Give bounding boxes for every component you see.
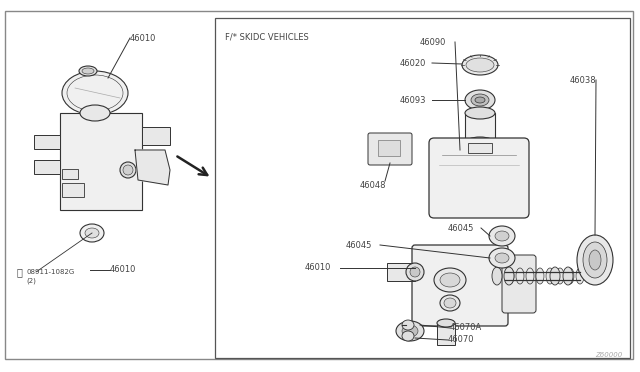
Ellipse shape [80,105,110,121]
Text: 46048: 46048 [360,180,387,189]
FancyBboxPatch shape [368,133,412,165]
Text: Z60000: Z60000 [595,352,622,358]
FancyBboxPatch shape [502,255,536,313]
Bar [437,323,455,345]
Ellipse shape [437,319,455,327]
Ellipse shape [465,107,495,119]
Text: 46045: 46045 [346,241,372,250]
Ellipse shape [62,71,128,115]
Text: 46045: 46045 [448,224,474,232]
Ellipse shape [410,267,420,277]
Bar [378,140,400,156]
Ellipse shape [475,97,485,103]
Ellipse shape [516,268,524,284]
Ellipse shape [82,68,94,74]
Ellipse shape [492,267,502,285]
Ellipse shape [406,263,424,281]
Ellipse shape [556,268,564,284]
Text: 46070: 46070 [448,336,474,344]
Ellipse shape [489,226,515,246]
Ellipse shape [402,331,414,341]
Bar [62,169,78,179]
Ellipse shape [471,94,489,106]
Text: 46020: 46020 [400,58,426,67]
Ellipse shape [85,228,99,238]
Bar [465,113,495,143]
Ellipse shape [489,248,515,268]
Ellipse shape [465,90,495,110]
Ellipse shape [583,242,607,278]
Text: 46010: 46010 [110,266,136,275]
Text: 08911-1082G: 08911-1082G [26,269,74,275]
Text: 46093: 46093 [400,96,426,105]
Text: 46070A: 46070A [450,324,483,333]
Ellipse shape [563,267,573,285]
Ellipse shape [466,58,494,72]
Ellipse shape [434,268,466,292]
Text: 46090: 46090 [420,38,446,46]
Ellipse shape [402,325,418,337]
Ellipse shape [396,321,424,341]
Ellipse shape [536,268,544,284]
Ellipse shape [495,253,509,263]
Bar [34,135,60,149]
FancyBboxPatch shape [429,138,529,218]
Ellipse shape [550,267,560,285]
Polygon shape [60,113,142,210]
Ellipse shape [577,235,613,285]
Ellipse shape [444,298,456,308]
Ellipse shape [576,268,584,284]
Ellipse shape [79,66,97,76]
Ellipse shape [440,295,460,311]
Ellipse shape [67,75,123,111]
Text: F/* SKIDC VEHICLES: F/* SKIDC VEHICLES [225,32,308,41]
Ellipse shape [402,320,414,330]
Text: 46038: 46038 [570,76,596,84]
Bar [62,183,84,197]
Ellipse shape [440,273,460,287]
Bar [215,18,630,358]
Ellipse shape [80,224,104,242]
Ellipse shape [465,137,495,149]
Polygon shape [135,150,170,185]
Ellipse shape [546,268,554,284]
Text: 46010: 46010 [130,33,156,42]
Text: (2): (2) [26,278,36,284]
Ellipse shape [504,267,514,285]
Ellipse shape [589,250,601,270]
Bar [468,143,492,153]
Ellipse shape [506,268,514,284]
Text: Ⓝ: Ⓝ [17,267,23,277]
Ellipse shape [566,268,574,284]
FancyBboxPatch shape [412,245,508,326]
Ellipse shape [495,231,509,241]
Ellipse shape [120,162,136,178]
Text: 46010: 46010 [305,263,332,273]
Ellipse shape [462,55,498,75]
Bar [34,160,60,174]
Bar [387,263,415,281]
Bar [142,127,170,145]
Ellipse shape [123,165,133,175]
Ellipse shape [526,268,534,284]
Bar [60,113,142,210]
